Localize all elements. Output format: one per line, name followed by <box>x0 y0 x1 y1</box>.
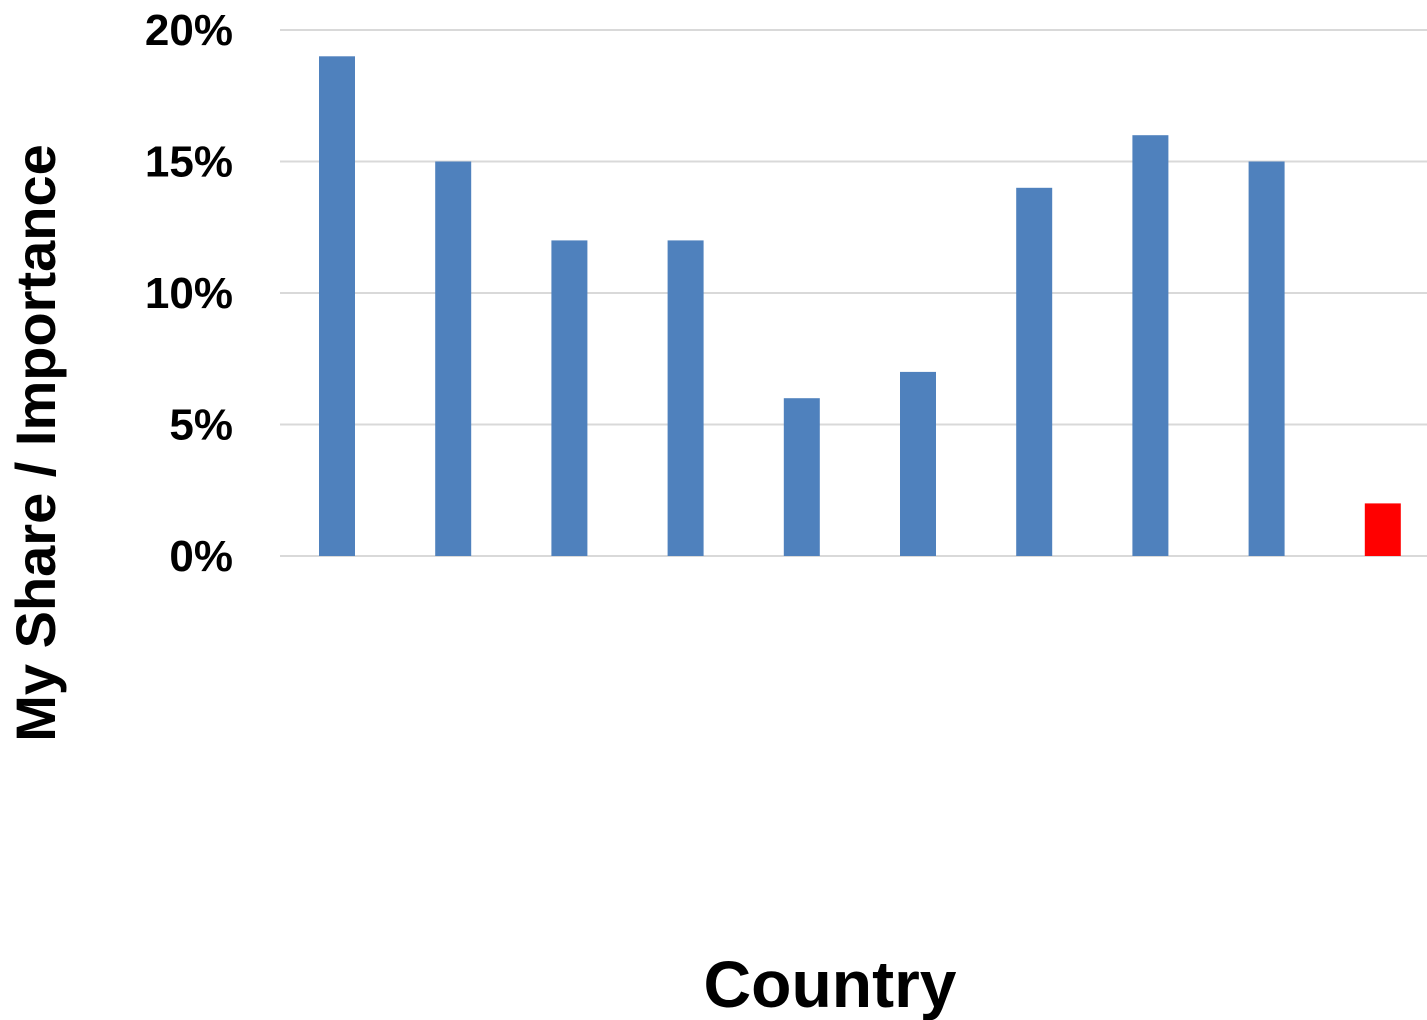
y-tick-label: 15% <box>145 138 233 187</box>
y-tick-label: 0% <box>169 532 233 581</box>
bar <box>900 371 936 556</box>
y-tick-label: 20% <box>145 6 233 55</box>
bar <box>1016 187 1053 557</box>
highlighted-bar <box>1364 503 1401 556</box>
bar <box>1248 161 1285 556</box>
bar <box>435 161 472 556</box>
y-tick-label: 5% <box>169 401 233 450</box>
y-axis-title: My Share / Importance <box>4 144 67 742</box>
y-axis-tick-labels: 0% 5% 10% 15% 20% <box>145 6 233 581</box>
bar <box>551 240 588 556</box>
bar <box>319 56 355 557</box>
y-tick-label: 10% <box>145 269 233 318</box>
bar <box>667 240 704 556</box>
x-axis-title: Country <box>704 947 957 1020</box>
bars <box>319 56 1401 557</box>
bar <box>783 398 820 556</box>
bar <box>1132 135 1169 556</box>
